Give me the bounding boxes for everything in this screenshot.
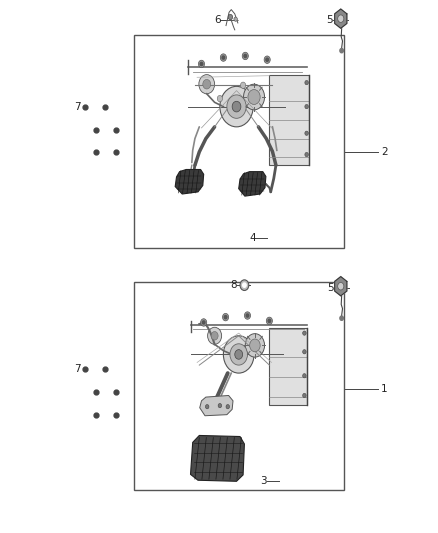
Circle shape <box>338 282 344 290</box>
Circle shape <box>303 374 306 378</box>
Circle shape <box>266 58 268 61</box>
Circle shape <box>228 14 233 20</box>
Circle shape <box>224 316 227 319</box>
Circle shape <box>338 15 344 22</box>
Circle shape <box>305 80 308 85</box>
Circle shape <box>203 79 211 89</box>
Circle shape <box>208 327 222 344</box>
Circle shape <box>220 54 226 61</box>
Circle shape <box>246 314 249 317</box>
Circle shape <box>217 95 223 102</box>
Circle shape <box>205 405 209 409</box>
Text: 6: 6 <box>215 15 221 25</box>
Polygon shape <box>175 169 204 194</box>
Circle shape <box>226 405 230 409</box>
Circle shape <box>305 104 308 109</box>
Circle shape <box>305 131 308 135</box>
Circle shape <box>200 62 203 66</box>
FancyBboxPatch shape <box>269 75 309 165</box>
Circle shape <box>340 316 343 320</box>
Circle shape <box>264 56 270 63</box>
Circle shape <box>223 313 229 321</box>
FancyBboxPatch shape <box>269 328 307 405</box>
Circle shape <box>235 350 243 359</box>
Text: 5: 5 <box>328 283 334 293</box>
Polygon shape <box>200 395 233 416</box>
Circle shape <box>222 56 225 59</box>
Circle shape <box>218 403 222 408</box>
Circle shape <box>240 82 246 88</box>
Circle shape <box>268 319 271 322</box>
Polygon shape <box>239 172 266 196</box>
Text: 5: 5 <box>326 15 333 25</box>
Circle shape <box>198 60 205 68</box>
Circle shape <box>303 331 306 335</box>
Text: 2: 2 <box>381 147 388 157</box>
Circle shape <box>211 332 218 340</box>
Circle shape <box>303 350 306 354</box>
Circle shape <box>223 336 254 373</box>
Circle shape <box>244 312 251 319</box>
Text: 8: 8 <box>230 280 237 290</box>
Text: 3: 3 <box>261 476 267 486</box>
Circle shape <box>303 393 306 398</box>
Circle shape <box>248 90 260 104</box>
Circle shape <box>232 101 241 112</box>
Circle shape <box>227 95 246 118</box>
Circle shape <box>202 321 205 324</box>
Circle shape <box>245 334 265 357</box>
Circle shape <box>201 319 207 326</box>
Polygon shape <box>335 277 347 296</box>
Circle shape <box>305 152 308 157</box>
Circle shape <box>250 339 260 352</box>
Circle shape <box>240 280 249 290</box>
Text: 4: 4 <box>250 233 256 243</box>
Circle shape <box>234 17 237 21</box>
Polygon shape <box>191 435 244 481</box>
Circle shape <box>243 283 246 287</box>
Bar <box>134 282 344 490</box>
Circle shape <box>199 75 215 94</box>
Circle shape <box>220 86 253 127</box>
Polygon shape <box>335 9 347 28</box>
Circle shape <box>244 84 265 110</box>
Text: 7: 7 <box>74 102 81 111</box>
Bar <box>134 35 344 248</box>
Circle shape <box>266 317 272 325</box>
Circle shape <box>340 49 343 53</box>
Circle shape <box>242 52 248 60</box>
Circle shape <box>244 54 247 58</box>
Text: 1: 1 <box>381 384 388 394</box>
Text: 7: 7 <box>74 364 81 374</box>
Circle shape <box>230 344 247 365</box>
